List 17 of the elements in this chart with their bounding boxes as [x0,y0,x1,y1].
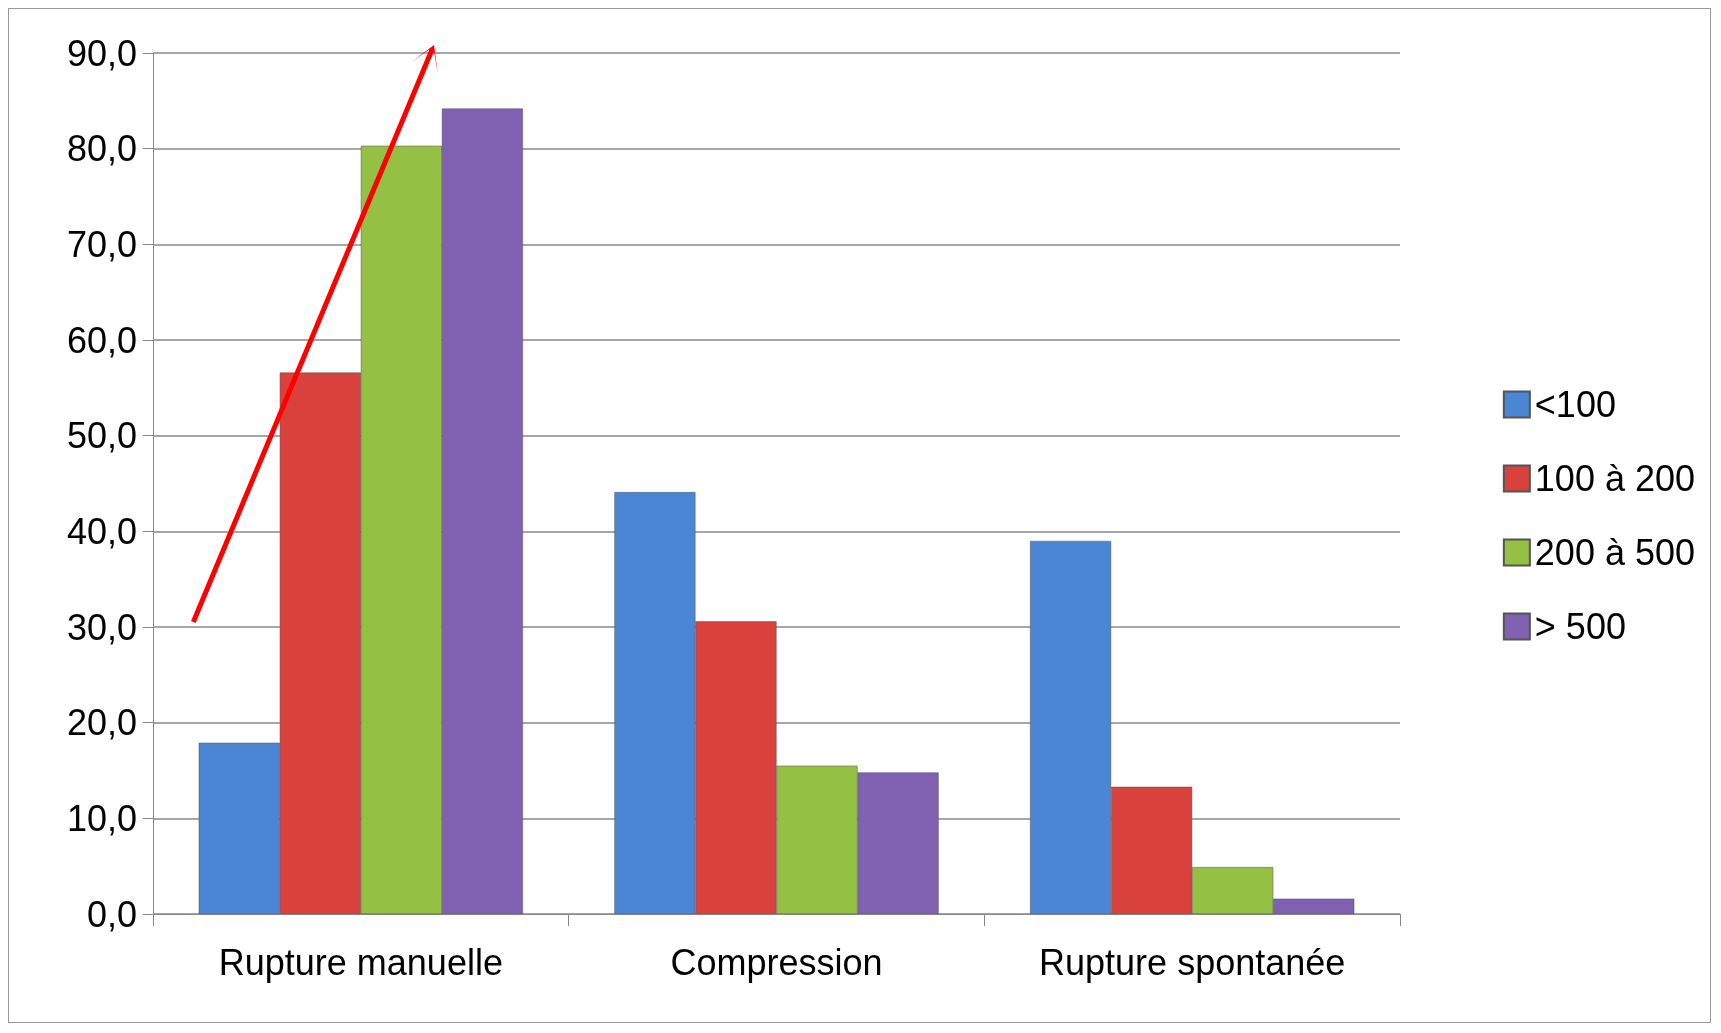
legend-label: > 500 [1534,606,1626,647]
x-tick-label: Compression [670,941,883,983]
legend-label: 100 à 200 [1534,458,1695,499]
y-tick-label: 80,0 [66,128,137,170]
x-tick-label: Rupture manuelle [218,941,503,983]
y-tick-label: 90,0 [66,32,137,74]
y-tick-label: 30,0 [66,606,137,648]
y-tick-label: 0,0 [86,893,137,935]
y-tick-label: 60,0 [66,319,137,361]
y-tick-label: 20,0 [66,702,137,744]
y-tick-label: 70,0 [66,223,137,265]
legend-label: 200 à 500 [1534,532,1695,573]
y-tick-label: 40,0 [66,510,137,552]
x-tick-label: Rupture spontanée [1039,941,1346,983]
legend-label: <100 [1534,384,1616,425]
y-tick-label: 10,0 [66,797,137,839]
y-tick-label: 50,0 [66,415,137,457]
